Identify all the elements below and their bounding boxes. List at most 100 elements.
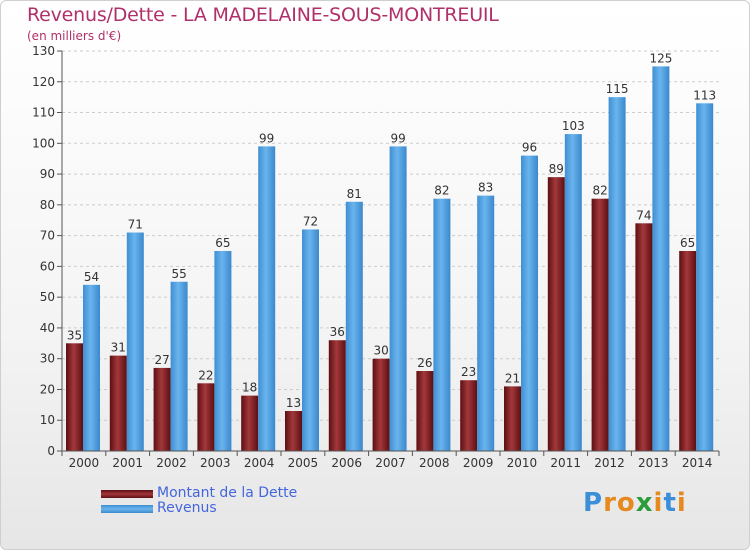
logo-letter: t: [663, 488, 677, 518]
x-tick-label: 2004: [244, 456, 275, 470]
data-label-revenue: 81: [347, 187, 362, 201]
bar-debt: [460, 380, 478, 451]
logo-letter: i: [676, 488, 687, 518]
bar-revenue: [696, 103, 714, 452]
y-tick-label: 130: [32, 44, 55, 58]
y-tick-label: 100: [32, 136, 55, 150]
bar-debt: [153, 367, 171, 451]
bar-debt: [372, 358, 390, 451]
y-tick-label: 90: [40, 167, 55, 181]
data-label-debt: 65: [680, 236, 695, 250]
data-label-revenue: 55: [171, 267, 186, 281]
y-tick-label: 110: [32, 106, 55, 120]
logo-letter: i: [653, 488, 664, 518]
proxiti-logo: Proxiti: [583, 488, 687, 518]
bar-revenue: [214, 251, 232, 451]
data-label-debt: 74: [636, 208, 651, 222]
x-tick-label: 2000: [69, 456, 100, 470]
data-label-revenue: 125: [649, 51, 672, 65]
y-tick-label: 80: [40, 198, 55, 212]
data-label-debt: 35: [67, 328, 82, 342]
bar-debt: [109, 355, 127, 451]
y-tick-label: 120: [32, 75, 55, 89]
data-label-debt: 36: [330, 325, 345, 339]
x-tick-label: 2001: [112, 456, 143, 470]
logo-letter: r: [603, 488, 617, 518]
data-label-debt: 89: [549, 162, 564, 176]
x-tick-label: 2010: [507, 456, 538, 470]
data-label-revenue: 99: [390, 131, 405, 145]
data-label-debt: 21: [505, 371, 520, 385]
bar-revenue: [302, 229, 319, 451]
data-label-revenue: 96: [522, 141, 537, 155]
x-tick-label: 2013: [638, 456, 669, 470]
data-labels: 35 54 31 71 27 55 22 65 18 99 13 72 36 81 30 99 26 82 23 83…: [67, 51, 716, 410]
bar-debt: [416, 371, 434, 451]
data-label-revenue: 72: [303, 214, 318, 228]
y-tick-label: 20: [40, 382, 55, 396]
data-label-debt: 18: [242, 381, 257, 395]
bar-revenue: [521, 155, 538, 451]
x-tick-label: 2006: [331, 456, 362, 470]
bar-revenue: [652, 66, 670, 451]
data-label-revenue: 115: [606, 82, 629, 96]
bar-revenue: [170, 281, 188, 451]
bar-revenue: [83, 284, 100, 451]
data-label-revenue: 99: [259, 131, 274, 145]
legend-swatch-debt: [101, 490, 153, 498]
x-tick-label: 2009: [463, 456, 494, 470]
bar-debt: [197, 383, 215, 451]
bars: [66, 66, 714, 452]
data-label-debt: 31: [111, 341, 126, 355]
bar-revenue: [389, 146, 407, 451]
logo-letter: x: [635, 488, 654, 518]
data-label-debt: 22: [198, 368, 213, 382]
chart-subtitle: (en milliers d'€): [27, 29, 122, 43]
axes: 0 10 20 30 40 50 60 70 80 90 100 110 120 130 2000 2001 2…: [32, 44, 720, 470]
data-label-revenue: 71: [128, 218, 143, 232]
bar-revenue: [477, 195, 495, 451]
y-tick-label: 40: [40, 321, 55, 335]
x-tick-label: 2003: [200, 456, 231, 470]
data-label-debt: 26: [417, 356, 432, 370]
bar-revenue: [258, 146, 276, 451]
legend-label-debt: Montant de la Dette: [157, 485, 298, 501]
data-label-revenue: 113: [693, 88, 716, 102]
data-label-debt: 82: [592, 184, 607, 198]
chart-title: Revenus/Dette - LA MADELAINE-SOUS-MONTRE…: [27, 4, 499, 26]
bar-debt: [547, 177, 565, 451]
bar-debt: [679, 251, 697, 451]
bar-debt: [285, 411, 302, 451]
y-tick-label: 0: [47, 444, 55, 458]
legend-swatch-revenue: [101, 505, 153, 513]
bar-revenue: [433, 198, 451, 451]
y-tick-label: 70: [40, 229, 55, 243]
x-tick-label: 2008: [419, 456, 450, 470]
data-label-revenue: 83: [478, 181, 493, 195]
bar-debt: [635, 223, 653, 451]
bar-debt: [328, 340, 346, 451]
data-label-debt: 30: [373, 344, 388, 358]
x-tick-label: 2012: [594, 456, 625, 470]
legend-label-revenue: Revenus: [157, 500, 217, 516]
x-tick-label: 2014: [682, 456, 713, 470]
data-label-debt: 27: [154, 353, 169, 367]
x-tick-label: 2002: [156, 456, 187, 470]
bar-debt: [504, 386, 521, 451]
bar-revenue: [345, 201, 363, 451]
logo-letter: P: [583, 488, 604, 518]
logo-letter: o: [616, 488, 636, 518]
bar-debt: [591, 198, 609, 451]
data-label-revenue: 54: [84, 270, 99, 284]
y-tick-label: 50: [40, 290, 55, 304]
bar-revenue: [608, 97, 626, 452]
data-label-revenue: 103: [562, 119, 585, 133]
bar-revenue: [126, 232, 144, 451]
bar-debt: [66, 343, 83, 451]
bar-revenue: [564, 134, 582, 452]
bar-debt: [241, 395, 259, 451]
y-tick-label: 10: [40, 413, 55, 427]
y-tick-label: 30: [40, 352, 55, 366]
